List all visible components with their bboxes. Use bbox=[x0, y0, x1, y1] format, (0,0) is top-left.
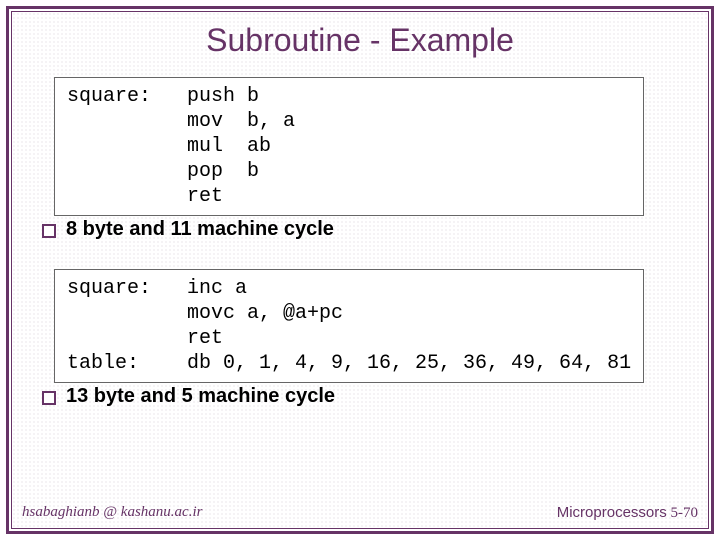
code-block-1: square:push b mov b, a mul ab pop b ret bbox=[54, 77, 644, 216]
bullet-box-icon bbox=[42, 224, 56, 238]
footer-right: Microprocessors 5-70 bbox=[557, 504, 698, 522]
footer-right-label: Microprocessors bbox=[557, 504, 667, 521]
code-instr: db 0, 1, 4, 9, 16, 25, 36, 49, 64, 81 bbox=[187, 352, 631, 375]
slide-title: Subroutine - Example bbox=[36, 22, 684, 59]
footer-page-number: 5-70 bbox=[671, 505, 699, 521]
footer-left: hsabaghianb @ kashanu.ac.ir bbox=[22, 504, 202, 522]
code-instr: pop b bbox=[187, 160, 259, 183]
code-instr: mov b, a bbox=[187, 110, 295, 133]
code-label: square: bbox=[67, 276, 187, 301]
bullet-2: 13 byte and 5 machine cycle bbox=[42, 385, 684, 408]
code-instr: ret bbox=[187, 327, 223, 350]
bullet-1-text: 8 byte and 11 machine cycle bbox=[66, 218, 334, 241]
code-block-2: square:inc a movc a, @a+pc ret table:db … bbox=[54, 269, 644, 383]
code-instr: movc a, @a+pc bbox=[187, 302, 343, 325]
code-instr: inc a bbox=[187, 277, 247, 300]
bullet-2-text: 13 byte and 5 machine cycle bbox=[66, 385, 335, 408]
code-instr: push b bbox=[187, 85, 259, 108]
bullet-box-icon bbox=[42, 391, 56, 405]
code-label: square: bbox=[67, 84, 187, 109]
code-instr: mul ab bbox=[187, 135, 271, 158]
slide-footer: hsabaghianb @ kashanu.ac.ir Microprocess… bbox=[22, 504, 698, 522]
code-instr: ret bbox=[187, 185, 223, 208]
code-label: table: bbox=[67, 351, 187, 376]
bullet-1: 8 byte and 11 machine cycle bbox=[42, 218, 684, 241]
